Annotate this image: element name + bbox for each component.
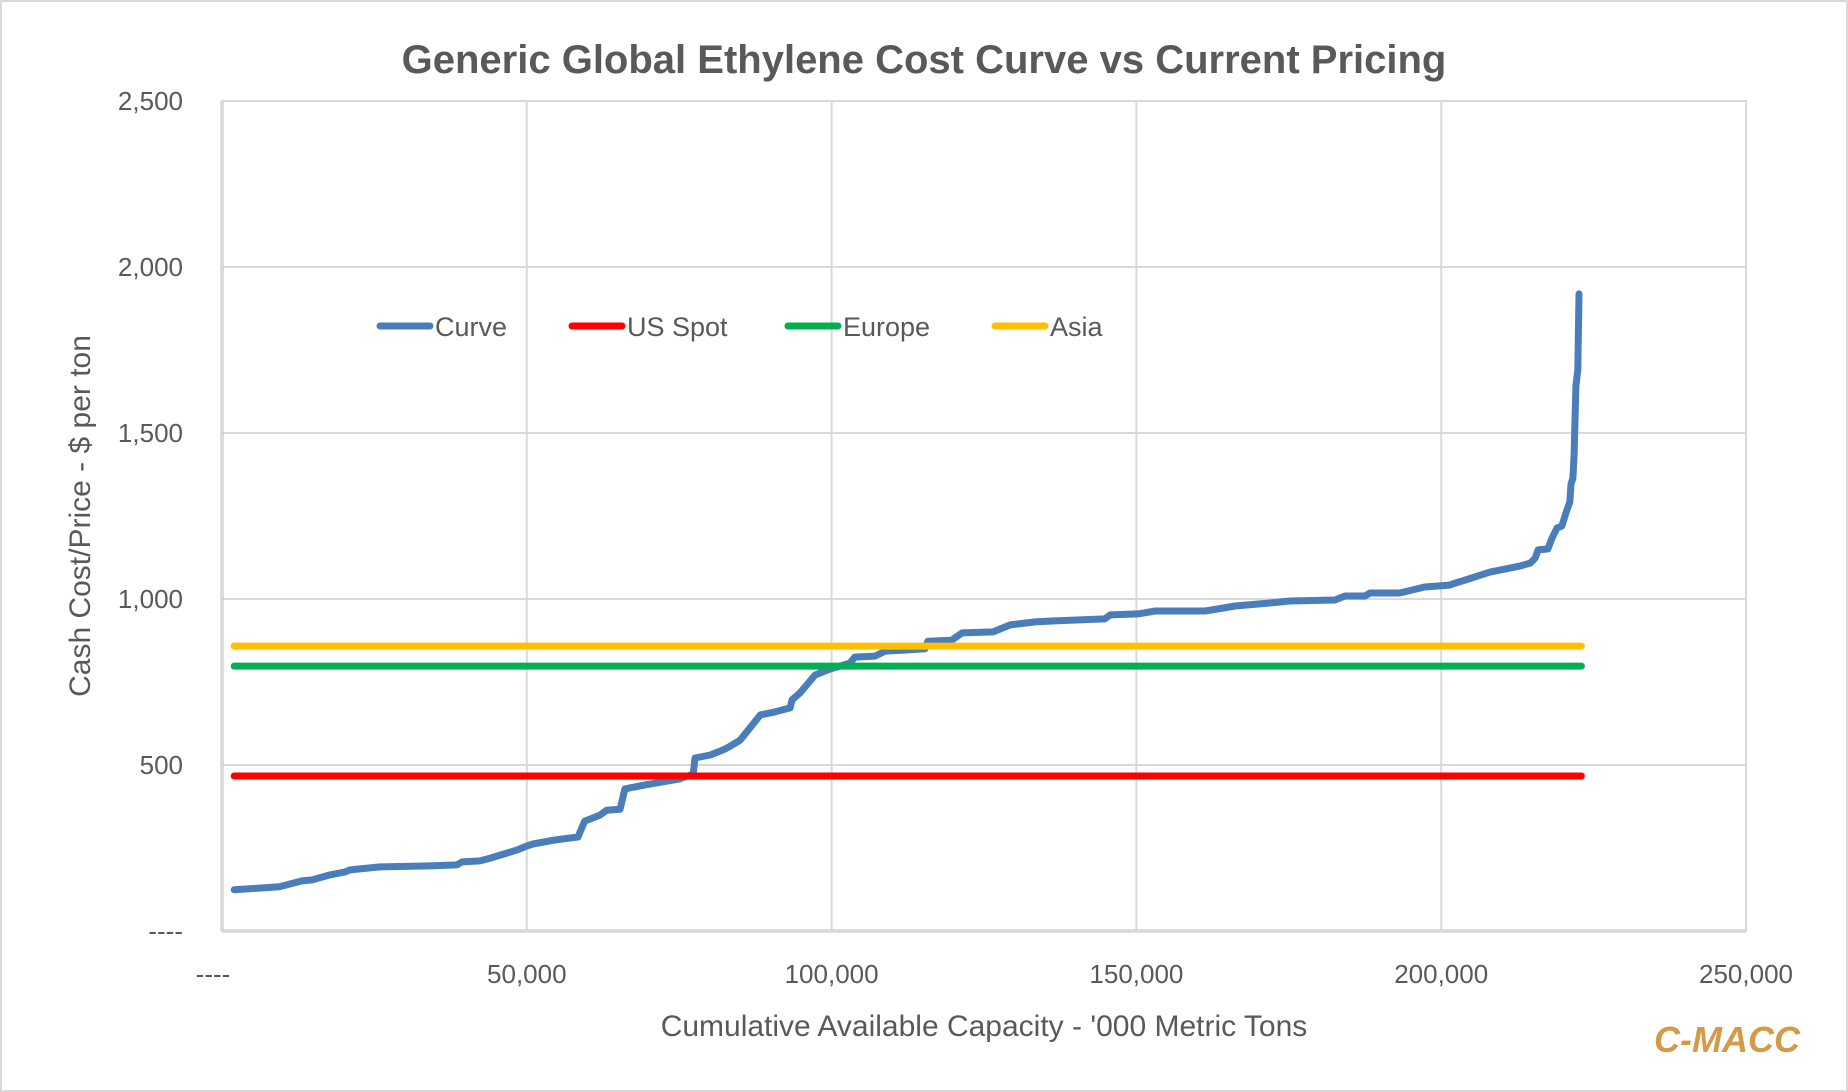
legend-item-curve: Curve	[376, 312, 507, 342]
x-tick-label: 50,000	[487, 959, 567, 989]
legend-item-us-spot: US Spot	[568, 312, 728, 342]
series-line-curve	[230, 290, 1583, 894]
legend: Curve US Spot Europe Asia	[376, 312, 1104, 342]
legend-label: US Spot	[627, 312, 728, 342]
x-tick-label: 150,000	[1089, 959, 1183, 989]
y-tick-label: 2,500	[118, 86, 183, 116]
y-axis-label: Cash Cost/Price - $ per ton	[64, 335, 97, 697]
legend-item-asia: Asia	[991, 312, 1104, 342]
x-axis-ticks: ---- 50,000 100,000 150,000 200,000 250,000	[196, 959, 1793, 989]
x-tick-label: 250,000	[1699, 959, 1793, 989]
x-axis-label: Cumulative Available Capacity - '000 Met…	[661, 1010, 1308, 1043]
legend-label: Asia	[1050, 312, 1104, 342]
y-tick-label: ----	[148, 916, 183, 946]
series-layer	[230, 290, 1585, 894]
y-tick-label: 500	[140, 750, 183, 780]
legend-item-europe: Europe	[784, 312, 930, 342]
gridlines	[220, 100, 1746, 933]
chart-title: Generic Global Ethylene Cost Curve vs Cu…	[402, 38, 1447, 82]
legend-label: Curve	[435, 312, 507, 342]
legend-label: Europe	[843, 312, 930, 342]
x-tick-label: 200,000	[1394, 959, 1488, 989]
x-tick-label: 100,000	[785, 959, 879, 989]
y-axis-ticks: ---- 500 1,000 1,500 2,000 2,500	[118, 86, 183, 946]
y-tick-label: 2,000	[118, 252, 183, 282]
c-macc-watermark: C-MACC	[1654, 1019, 1801, 1060]
plot-area	[221, 100, 1747, 932]
x-tick-label: ----	[196, 959, 231, 989]
y-tick-label: 1,000	[118, 584, 183, 614]
y-tick-label: 1,500	[118, 418, 183, 448]
